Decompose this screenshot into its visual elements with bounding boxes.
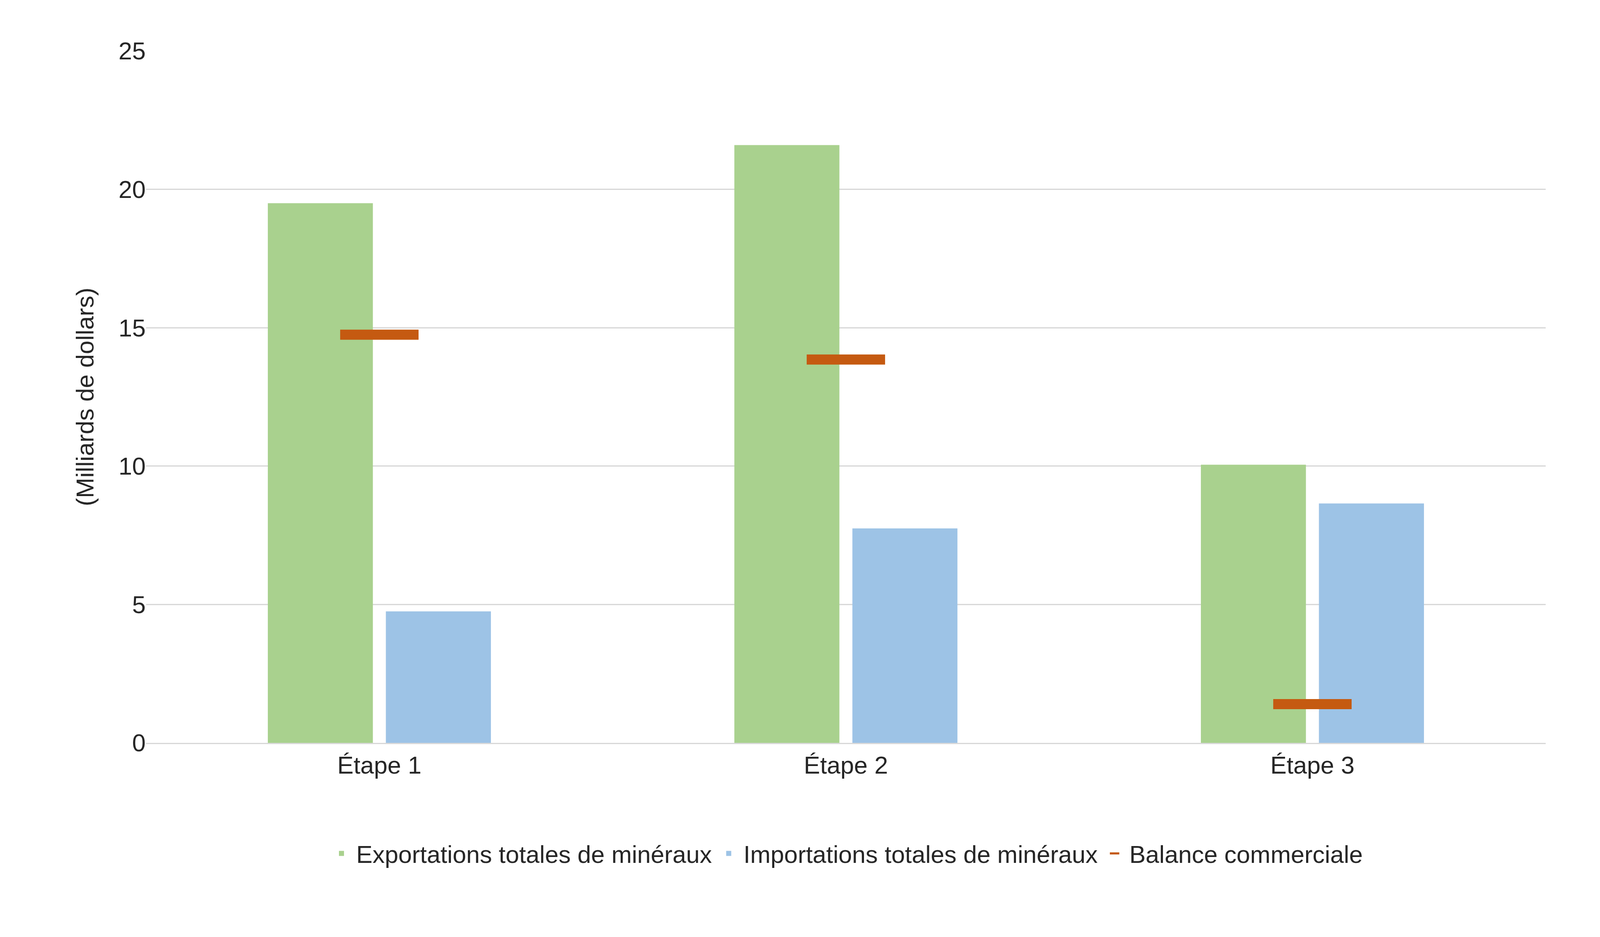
svg-text:0: 0	[132, 728, 146, 757]
svg-text:Étape 2: Étape 2	[803, 751, 888, 779]
svg-text:10: 10	[118, 452, 146, 480]
svg-text:Étape 3: Étape 3	[1270, 751, 1355, 779]
svg-text:15: 15	[118, 314, 146, 342]
svg-text:Balance commerciale: Balance commerciale	[1129, 840, 1363, 868]
svg-text:25: 25	[118, 37, 146, 65]
svg-text:(Milliards de dollars): (Milliards de dollars)	[71, 287, 99, 507]
svg-text:Étape 1: Étape 1	[337, 751, 422, 779]
svg-text:Exportations totales de minéra: Exportations totales de minéraux	[356, 840, 712, 868]
svg-text:5: 5	[132, 590, 146, 619]
svg-text:Importations totales de minéra: Importations totales de minéraux	[743, 840, 1098, 868]
svg-text:20: 20	[118, 175, 146, 203]
